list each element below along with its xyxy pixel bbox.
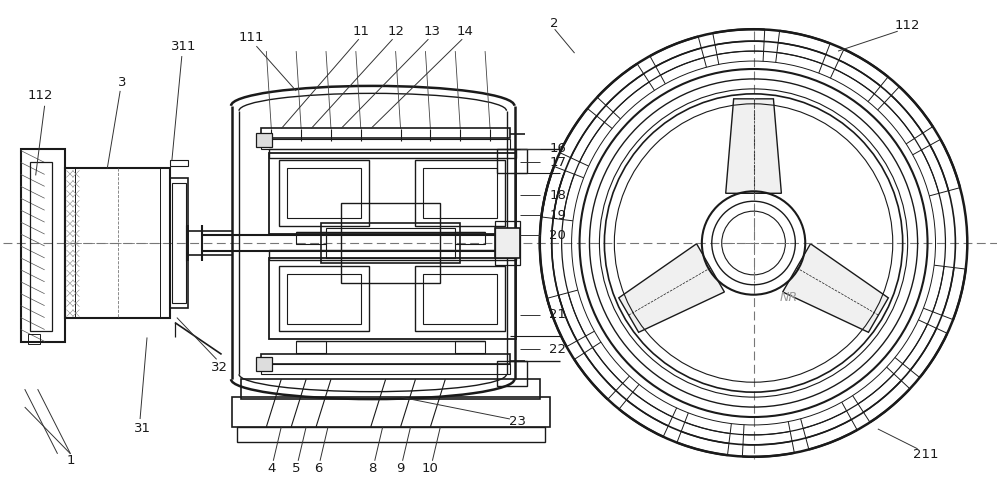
Text: 2: 2 — [550, 17, 559, 30]
Bar — [256, 357, 272, 371]
Bar — [279, 266, 369, 332]
Text: 22: 22 — [549, 343, 566, 356]
Bar — [269, 250, 516, 260]
Text: 31: 31 — [134, 422, 151, 435]
Bar — [21, 149, 65, 342]
Bar — [237, 427, 545, 442]
Text: 8: 8 — [369, 462, 377, 475]
Text: 9: 9 — [396, 462, 405, 475]
Bar — [269, 258, 516, 339]
Text: 19: 19 — [549, 208, 566, 222]
Bar — [170, 161, 188, 167]
Text: 21: 21 — [549, 308, 566, 321]
Text: 11: 11 — [352, 25, 369, 37]
Text: 112: 112 — [895, 19, 920, 32]
Bar — [415, 161, 505, 226]
Bar — [287, 169, 361, 218]
Text: 18: 18 — [549, 189, 566, 202]
Bar — [172, 183, 186, 302]
Bar — [296, 232, 326, 244]
Bar — [269, 149, 516, 158]
Bar — [423, 274, 497, 323]
Text: 6: 6 — [314, 462, 322, 475]
Text: 13: 13 — [424, 25, 441, 37]
Bar — [326, 228, 455, 258]
Text: 4: 4 — [267, 462, 275, 475]
Text: 111: 111 — [239, 31, 264, 44]
Bar — [495, 228, 520, 258]
Bar — [455, 341, 485, 354]
Bar — [170, 178, 188, 308]
Bar — [269, 152, 516, 234]
Bar — [423, 169, 497, 218]
Text: NR: NR — [779, 291, 797, 304]
Bar — [28, 335, 40, 344]
Bar — [261, 364, 510, 374]
Polygon shape — [726, 99, 781, 193]
Text: 32: 32 — [211, 361, 228, 374]
Bar — [241, 379, 540, 399]
Text: 10: 10 — [422, 462, 439, 475]
Polygon shape — [783, 244, 888, 332]
Text: 14: 14 — [457, 25, 474, 37]
Bar — [65, 169, 170, 318]
Bar — [497, 361, 527, 386]
Bar — [415, 266, 505, 332]
Text: 12: 12 — [387, 25, 404, 37]
Bar — [256, 132, 272, 147]
Bar — [261, 355, 510, 364]
Text: 23: 23 — [509, 415, 526, 429]
Text: 16: 16 — [549, 142, 566, 155]
Bar — [232, 397, 550, 427]
Text: 17: 17 — [549, 156, 566, 169]
Text: 311: 311 — [171, 39, 197, 53]
Bar — [261, 139, 510, 149]
Text: 211: 211 — [913, 449, 938, 461]
Bar — [341, 203, 440, 283]
Text: 3: 3 — [118, 76, 126, 90]
Bar — [287, 274, 361, 323]
Bar — [279, 161, 369, 226]
Bar — [455, 232, 485, 244]
Bar — [495, 221, 520, 265]
Bar — [30, 163, 52, 332]
Text: 112: 112 — [28, 89, 53, 102]
Text: 20: 20 — [549, 228, 566, 242]
Bar — [497, 149, 527, 173]
Polygon shape — [619, 244, 724, 332]
Text: 5: 5 — [292, 462, 300, 475]
Bar — [261, 128, 510, 138]
Bar — [296, 341, 326, 354]
Text: 1: 1 — [66, 454, 75, 467]
Bar — [321, 223, 460, 263]
